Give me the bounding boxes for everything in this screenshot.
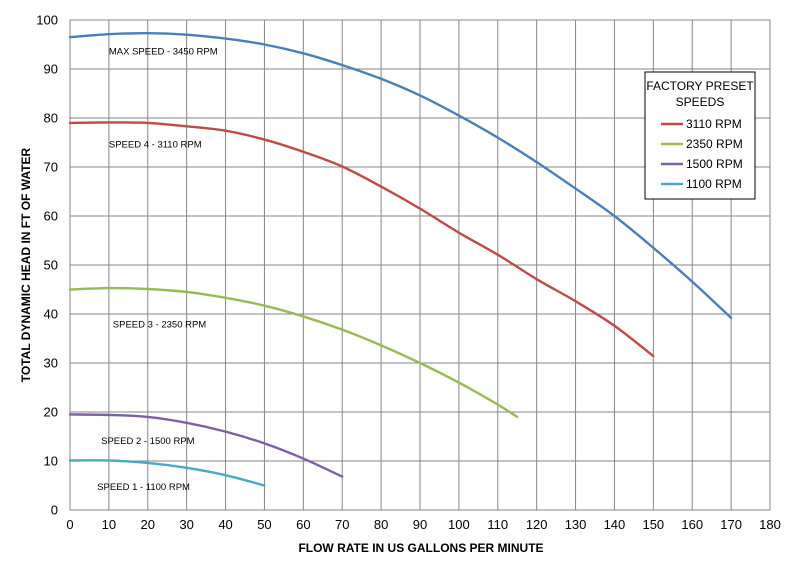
x-tick-label: 30 [179,517,193,532]
curve-label-speed-4-3110-rpm: SPEED 4 - 3110 RPM [109,139,202,150]
legend-title-line-2: SPEEDS [676,95,725,109]
x-tick-label: 0 [66,517,73,532]
curve-label-max-speed-3450-rpm: MAX SPEED - 3450 RPM [109,46,218,57]
y-tick-label: 60 [44,209,58,224]
x-tick-label: 20 [141,517,155,532]
x-tick-label: 10 [102,517,116,532]
x-axis-title: FLOW RATE IN US GALLONS PER MINUTE [298,541,543,555]
x-tick-label: 130 [565,517,587,532]
x-tick-label: 170 [720,517,742,532]
y-tick-label: 80 [44,111,58,126]
x-tick-label: 40 [218,517,232,532]
x-tick-label: 80 [374,517,388,532]
x-tick-label: 180 [759,517,781,532]
x-tick-label: 50 [257,517,271,532]
legend: FACTORY PRESET SPEEDS 3110 RPM 2350 RPM 15… [644,71,756,200]
y-tick-label: 50 [44,258,58,273]
y-tick-label: 30 [44,356,58,371]
y-tick-label: 100 [36,13,58,28]
y-tick-label: 70 [44,160,58,175]
x-tick-label: 100 [448,517,470,532]
series-line-speed-1-1100-rpm [68,459,266,487]
curve-label-speed-3-2350-rpm: SPEED 3 - 2350 RPM [113,320,207,331]
y-tick-label: 0 [51,503,58,518]
curve-label-speed-2-1500-rpm: SPEED 2 - 1500 RPM [101,436,195,447]
curve-labels: MAX SPEED - 3450 RPM SPEED 4 - 3110 RPM SP… [97,46,218,493]
curve-label-speed-1-1100-rpm: SPEED 1 - 1100 RPM [97,482,190,493]
x-tick-label: 60 [296,517,310,532]
plot-area-border [69,19,771,511]
legend-entry-label: 1100 RPM [686,177,742,191]
series-group [68,32,733,487]
x-tick-label: 90 [413,517,427,532]
x-tick-label: 120 [526,517,548,532]
x-tick-label: 110 [487,517,508,532]
y-tick-label: 20 [44,405,58,420]
series-line-max-speed-3450-rpm [68,32,733,320]
x-tick-label: 150 [642,517,664,532]
y-tick-label: 10 [44,454,58,469]
series-line-speed-3-2350-rpm [68,286,519,419]
x-tick-label: 140 [604,517,626,532]
y-axis-title: TOTAL DYNAMIC HEAD IN FT OF WATER [19,147,33,382]
series-line-speed-2-1500-rpm [68,413,344,478]
legend-box [644,71,756,200]
y-tick-label: 40 [44,307,58,322]
tick-labels: 0 10 20 30 40 50 60 70 80 90 100 110 120 130 140 150 160… [36,13,781,533]
y-tick-label: 90 [44,62,58,77]
grid [69,19,771,511]
legend-entry-label: 2350 RPM [686,137,743,151]
legend-entry-label: 3110 RPM [686,117,742,131]
legend-entry-label: 1500 RPM [686,157,743,171]
x-tick-label: 160 [681,517,703,532]
series-line-speed-4-3110-rpm [68,121,655,358]
x-tick-label: 70 [335,517,349,532]
legend-title-line-1: FACTORY PRESET [646,79,754,93]
